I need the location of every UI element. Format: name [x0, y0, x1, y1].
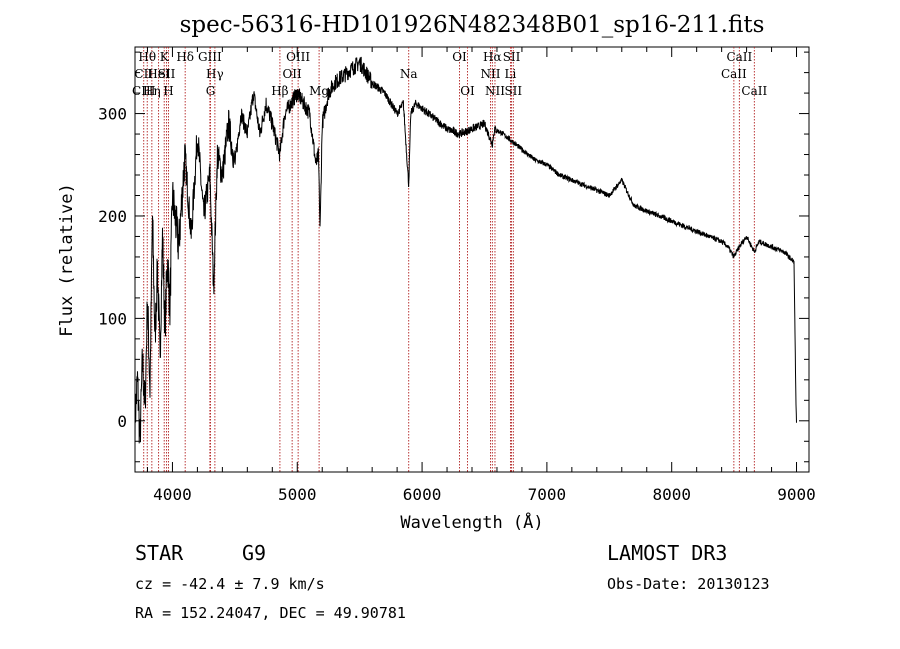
x-axis-label: Wavelength (Å): [400, 511, 543, 533]
line-label: GIII: [198, 50, 222, 64]
line-markers: [143, 47, 755, 472]
y-axis-ticks: 0 100 200 300: [98, 51, 809, 463]
line-label: Mg: [309, 84, 329, 98]
line-label: Hγ: [206, 67, 224, 81]
line-label: Hθ: [138, 50, 156, 64]
plot-frame: [134, 46, 810, 473]
y-tick-label: 100: [98, 309, 127, 328]
spectrum-line: [134, 56, 797, 444]
line-label: CIII: [132, 84, 156, 98]
line-label: Na: [400, 67, 418, 81]
spectrum-series: [134, 56, 797, 444]
line-label: NII: [480, 67, 500, 81]
line-label: CaII: [726, 50, 752, 64]
line-label: CaII: [721, 67, 747, 81]
line-label: Hα: [483, 50, 502, 64]
coords-text: RA = 152.24047, DEC = 49.90781: [135, 604, 406, 622]
x-tick-label: 7000: [528, 485, 567, 504]
line-label: Hβ: [271, 84, 288, 98]
x-axis-ticks: 4000 5000 6000 7000 8000 9000: [146, 47, 816, 504]
line-labels: Hθ CII CIII K HeI Hη SII H Hδ GIII Hγ G OIII OII Hβ Mg N…: [132, 50, 767, 98]
line-label: Hδ: [176, 50, 194, 64]
y-tick-label: 300: [98, 105, 127, 124]
x-tick-label: 9000: [777, 485, 816, 504]
y-tick-label: 0: [117, 412, 127, 431]
x-tick-label: 5000: [278, 485, 317, 504]
line-label: Li: [505, 67, 517, 81]
subclass-label: G9: [242, 541, 266, 565]
line-label: NII: [485, 84, 505, 98]
line-label: SII: [504, 84, 522, 98]
line-label: K: [160, 50, 170, 64]
line-label: CII: [134, 67, 153, 81]
line-label: OII: [282, 67, 302, 81]
line-label: CaII: [741, 84, 767, 98]
class-label: STAR: [135, 541, 184, 565]
x-tick-label: 8000: [652, 485, 691, 504]
line-label: OIII: [286, 50, 310, 64]
chart-title: spec-56316-HD101926N482348B01_sp16-211.f…: [180, 12, 765, 38]
line-label: G: [206, 84, 216, 98]
y-tick-label: 200: [98, 207, 127, 226]
x-tick-label: 6000: [403, 485, 442, 504]
survey-label: LAMOST DR3: [607, 541, 727, 565]
line-label: SII: [503, 50, 521, 64]
redshift-text: cz = -42.4 ± 7.9 km/s: [135, 575, 325, 593]
line-label: Hη: [143, 84, 161, 98]
line-label: OI: [460, 84, 475, 98]
line-label: SII: [158, 67, 176, 81]
obs-date-text: Obs-Date: 20130123: [607, 575, 770, 593]
line-label: H: [163, 84, 173, 98]
x-tick-label: 4000: [153, 485, 192, 504]
line-label: HeI: [147, 67, 170, 81]
y-axis-label: Flux (relative): [57, 183, 77, 337]
line-label: OI: [452, 50, 467, 64]
